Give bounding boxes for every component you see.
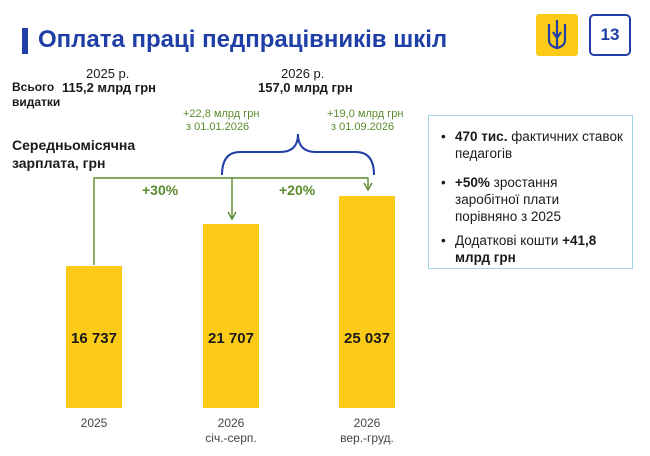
page-title: Оплата праці педпрацівників шкіл bbox=[38, 26, 448, 53]
expenses-label: Всього видатки bbox=[12, 80, 61, 109]
bullet: • bbox=[441, 175, 446, 190]
increment-2-date: з 01.09.2026 bbox=[331, 121, 395, 133]
page-number: 13 bbox=[589, 14, 631, 56]
increment-1-amount: +22,8 млрд грн bbox=[183, 108, 260, 120]
title-accent-bar bbox=[22, 28, 28, 54]
curly-brace bbox=[221, 133, 375, 176]
year-2025-label: 2025 р. bbox=[86, 66, 130, 81]
arrow-2-head bbox=[363, 182, 373, 192]
bar-value-label: 25 037 bbox=[344, 330, 390, 347]
expenses-2026-value: 157,0 млрд грн bbox=[258, 80, 353, 95]
trident-emblem-icon bbox=[536, 14, 578, 56]
info-item-2-text: зростання заробітної плати порівняно з 2… bbox=[455, 175, 561, 224]
growth-label-1: +30% bbox=[142, 182, 179, 198]
bullet: • bbox=[441, 129, 446, 144]
arrow-1-head bbox=[227, 211, 237, 221]
chart-bar: 25 037 bbox=[339, 196, 395, 408]
bullet: • bbox=[441, 233, 446, 248]
expenses-2025-value: 115,2 млрд грн bbox=[62, 80, 156, 95]
info-item-2-bold: +50% bbox=[455, 175, 490, 190]
bar-value-label: 21 707 bbox=[208, 330, 254, 347]
increment-1-date: з 01.01.2026 bbox=[186, 121, 250, 133]
chart-bar: 16 737 bbox=[66, 266, 122, 408]
year-2026-label: 2026 р. bbox=[281, 66, 325, 81]
bar-value-label: 16 737 bbox=[71, 330, 117, 347]
info-item-3-text: Додаткові кошти bbox=[455, 233, 563, 248]
growth-label-2: +20% bbox=[279, 182, 316, 198]
info-item-1-text: фактичних ставок педагогів bbox=[455, 129, 623, 161]
x-tick-label: 2025 bbox=[80, 416, 108, 430]
info-item-1-bold: 470 тис. bbox=[455, 129, 508, 144]
increment-2-amount: +19,0 млрд грн bbox=[327, 108, 404, 120]
info-item-3-bold: +41,8 млрд грн bbox=[455, 233, 597, 265]
connector-line bbox=[93, 177, 369, 265]
x-tick-label: 2026 вер.-груд. bbox=[340, 416, 394, 445]
x-tick-label: 2026 січ.-серп. bbox=[205, 416, 257, 445]
chart-title: Середньомісячна зарплата, грн bbox=[12, 137, 136, 171]
info-box: • 470 тис. фактичних ставок педагогів • … bbox=[428, 115, 633, 269]
chart-bar: 21 707 bbox=[203, 224, 259, 408]
